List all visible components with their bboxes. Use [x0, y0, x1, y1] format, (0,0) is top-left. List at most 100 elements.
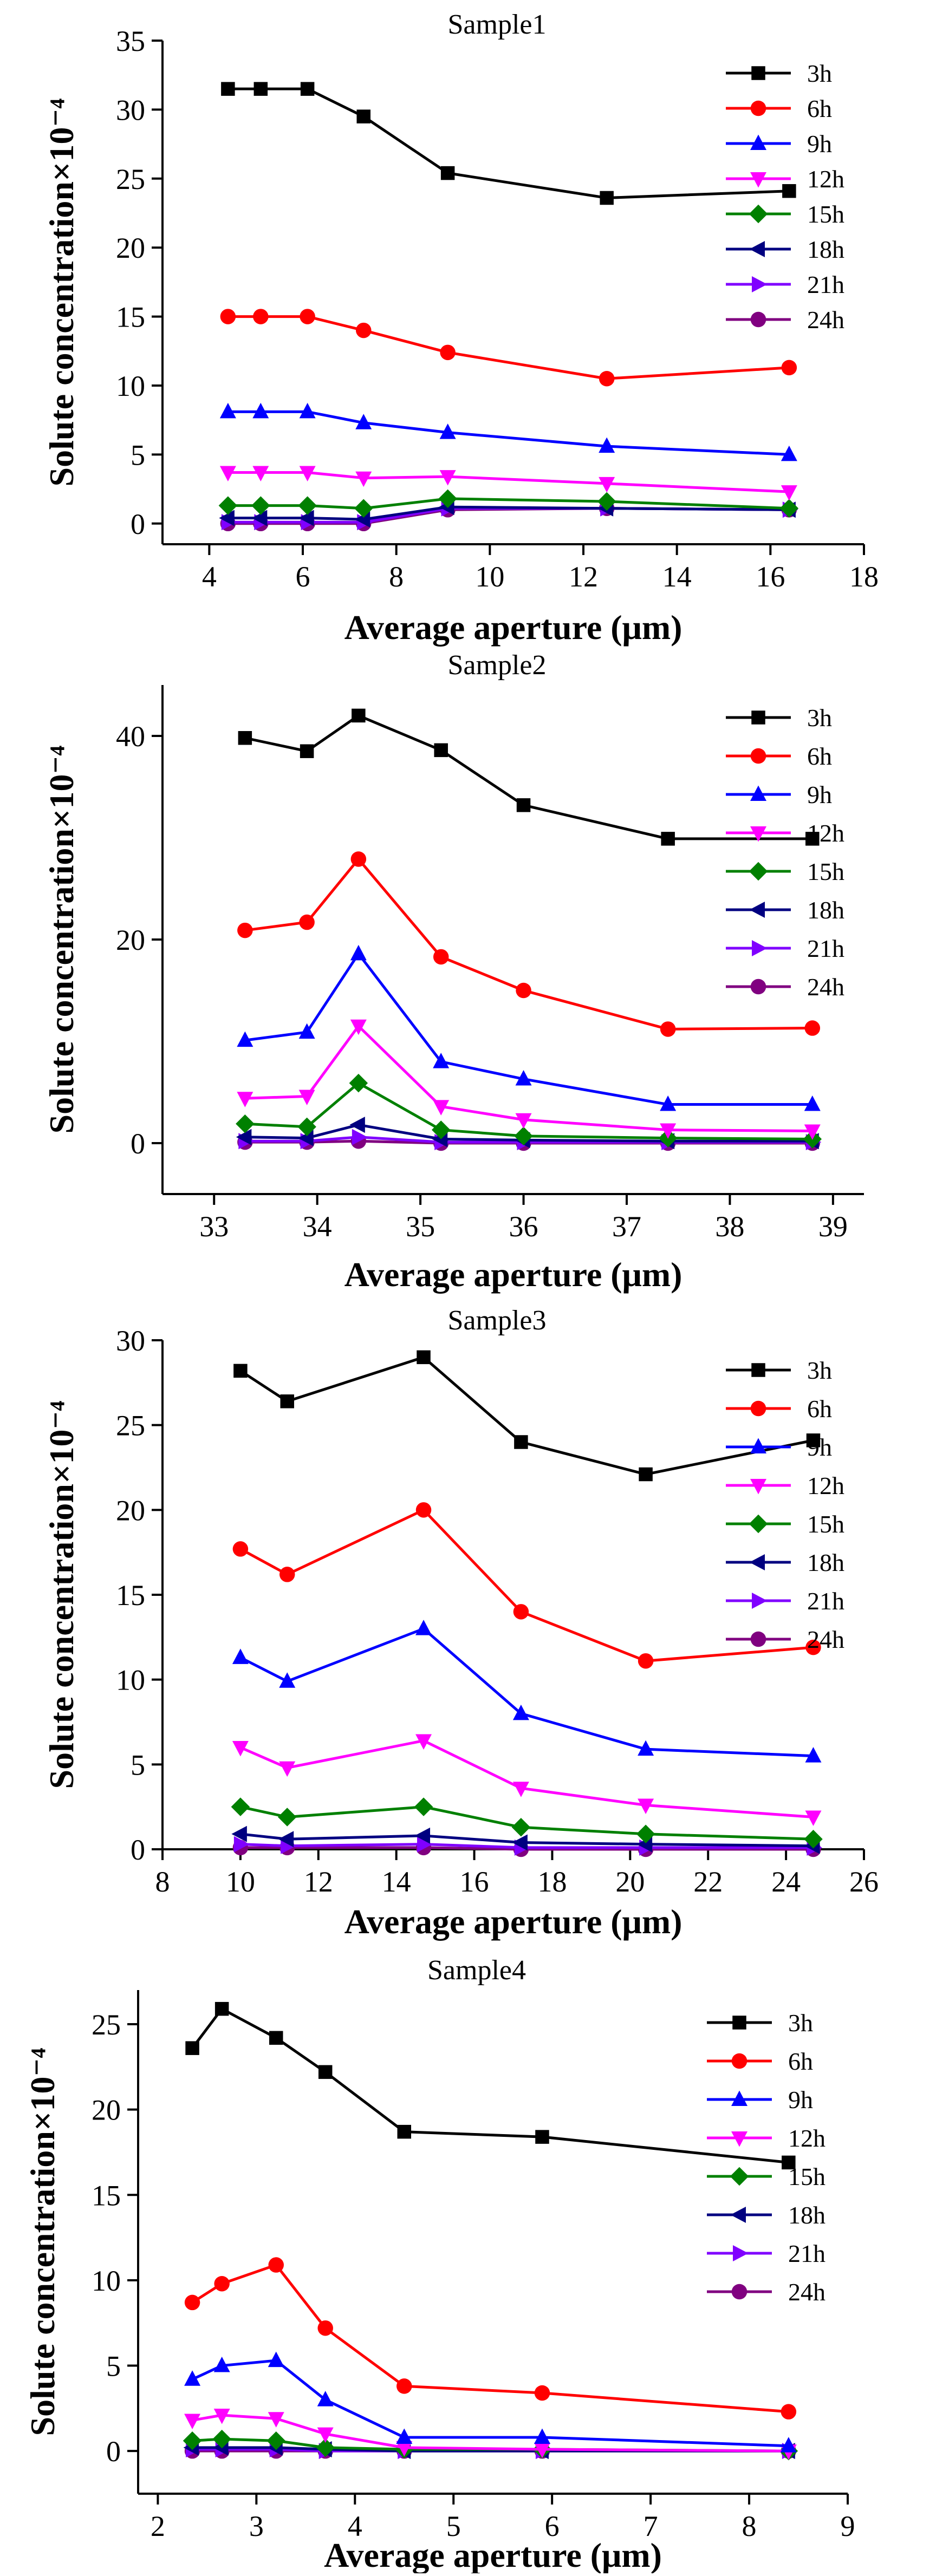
legend-entry-label: 18h — [788, 2201, 826, 2229]
data-point — [298, 1130, 314, 1146]
legend-entry-label: 15h — [807, 1510, 844, 1538]
legend-marker — [752, 276, 768, 292]
x-tick-label: 20 — [615, 1866, 645, 1898]
data-point — [350, 1019, 367, 1035]
data-point — [638, 1798, 654, 1815]
data-point — [237, 1092, 253, 1107]
legend-marker — [731, 2053, 748, 2069]
y-axis-label: Solute concentration×10⁻⁴ — [42, 1401, 81, 1789]
data-point — [779, 499, 799, 518]
legend-marker — [730, 2207, 746, 2223]
x-tick-label: 26 — [849, 1866, 879, 1898]
x-tick-label: 8 — [155, 1866, 170, 1898]
y-tick-label: 20 — [92, 2094, 121, 2127]
x-tick-label: 16 — [756, 560, 785, 593]
data-point — [269, 2031, 283, 2045]
data-point — [317, 2391, 334, 2407]
data-point — [414, 1827, 431, 1844]
series-9h — [184, 2351, 797, 2453]
y-tick-label: 10 — [92, 2265, 121, 2297]
x-tick-label: 12 — [569, 560, 598, 593]
data-point — [299, 914, 315, 930]
legend-entry-label: 9h — [807, 130, 832, 158]
legend-entry-label: 6h — [807, 1395, 832, 1423]
chart-panel-2: 33 34 35 36 37 38 39 0 20 40 Sample2 Average apertu… — [42, 650, 864, 1294]
data-point — [298, 1023, 315, 1039]
series-6h — [232, 1502, 821, 1669]
x-axis-label: Average aperture (μm) — [344, 1902, 682, 1941]
legend: 3h 6h 9h 12h 15h 18h 21h 24h — [726, 704, 844, 1001]
legend: 3h 6h 9h 12h 15h 18h 21h 24h — [726, 1357, 844, 1653]
legend-marker — [731, 2131, 748, 2147]
data-point — [417, 1350, 431, 1365]
legend-entry-label: 3h — [788, 2009, 813, 2037]
y-tick-label: 20 — [116, 1494, 145, 1527]
data-point — [277, 1808, 297, 1827]
data-point — [781, 2404, 797, 2420]
legend-entry-label: 12h — [807, 1472, 844, 1499]
legend-marker — [750, 100, 766, 116]
data-point — [806, 1433, 821, 1447]
data-point — [396, 2428, 413, 2444]
data-point — [534, 2443, 550, 2458]
series-line — [240, 1832, 814, 1848]
chart-title: Sample3 — [448, 1305, 547, 1336]
series-6h — [220, 309, 797, 387]
data-point — [599, 477, 615, 493]
legend-marker — [751, 1363, 765, 1377]
legend-marker — [731, 2090, 748, 2106]
x-axis-label: Average aperture (μm) — [324, 2536, 662, 2573]
data-point — [660, 1123, 677, 1139]
data-point — [515, 1070, 532, 1086]
series-line — [245, 857, 812, 1031]
x-tick-label: 4 — [348, 2510, 362, 2542]
series-9h — [219, 402, 797, 461]
data-point — [352, 1129, 368, 1145]
data-point — [804, 1095, 821, 1111]
data-point — [237, 922, 253, 938]
data-point — [597, 492, 616, 511]
y-tick-label: 20 — [116, 924, 145, 956]
series-line — [227, 315, 790, 380]
legend-marker — [733, 2245, 749, 2261]
data-point — [355, 471, 372, 487]
legend-marker — [749, 1554, 765, 1570]
y-tick-label: 25 — [92, 2008, 121, 2041]
data-point — [350, 944, 367, 961]
data-point — [317, 2320, 333, 2336]
data-point — [214, 2001, 229, 2016]
series-9h — [232, 1620, 822, 1763]
legend-entry-label: 6h — [788, 2047, 813, 2075]
data-point — [219, 466, 236, 482]
data-point — [251, 510, 268, 526]
x-tick-label: 38 — [715, 1210, 744, 1243]
legend: 3h 6h 9h 12h 15h 18h 21h 24h — [726, 60, 844, 334]
data-point — [511, 1818, 531, 1837]
data-point — [279, 1567, 295, 1582]
data-point — [781, 360, 797, 376]
legend-marker — [752, 940, 768, 956]
y-tick-label: 25 — [116, 163, 145, 195]
legend-entry-label: 15h — [788, 2163, 826, 2190]
x-tick-label: 7 — [644, 2510, 658, 2542]
data-point — [253, 309, 269, 324]
legend-entry-label: 12h — [788, 2124, 826, 2152]
legend-entry-label: 12h — [807, 165, 844, 193]
data-point — [535, 2130, 549, 2144]
y-axis-label: Solute concentration×10⁻⁴ — [42, 99, 81, 487]
data-point — [440, 166, 455, 180]
data-point — [236, 1129, 252, 1145]
series-15h — [231, 1797, 823, 1849]
y-tick-label: 25 — [116, 1410, 145, 1442]
data-point — [638, 1653, 654, 1669]
legend-entry-label: 6h — [807, 742, 832, 770]
data-point — [299, 402, 316, 419]
series-3h — [221, 82, 796, 205]
data-point — [298, 1090, 315, 1106]
series-line — [240, 1805, 814, 1841]
x-tick-label: 33 — [199, 1210, 229, 1243]
x-tick-label: 6 — [545, 2510, 560, 2542]
y-tick-label: 15 — [92, 2179, 121, 2212]
data-point — [300, 744, 314, 758]
